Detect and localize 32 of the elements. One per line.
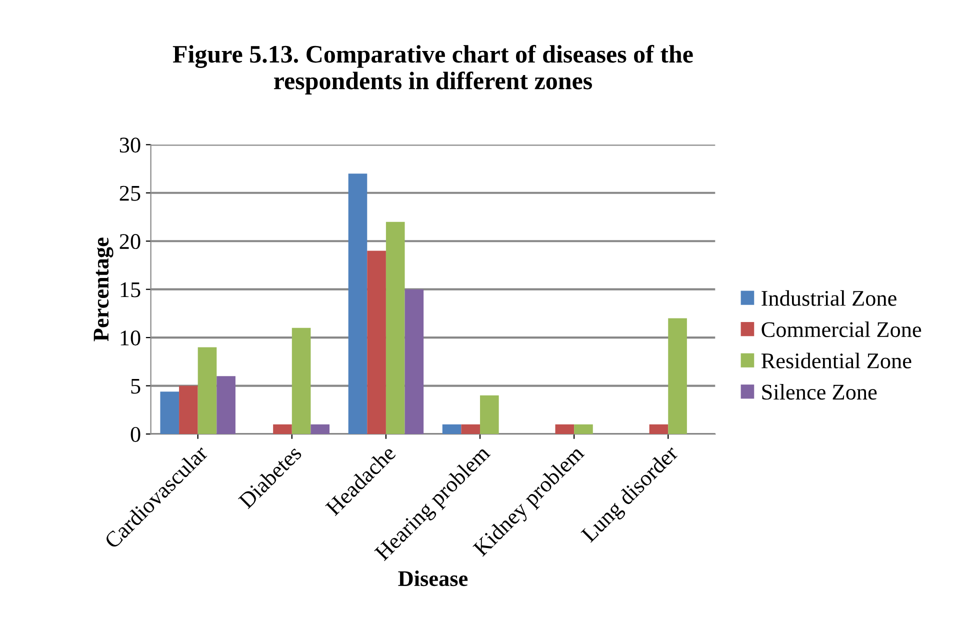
bar — [160, 392, 180, 434]
legend-label: Residential Zone — [761, 352, 912, 368]
chart-title: Figure 5.13. Comparative chart of diseases of the respondents in different zones — [172, 44, 693, 94]
legend-label: Industrial Zone — [762, 290, 896, 306]
bar — [273, 424, 292, 434]
y-tick-label: 30 — [120, 138, 140, 153]
y-tick-label: 20 — [120, 234, 140, 250]
bar — [386, 222, 405, 434]
y-tick-label: 15 — [120, 282, 140, 298]
legend-label: Commercial Zone — [762, 322, 922, 338]
legend-label: Silence Zone — [762, 384, 877, 400]
y-tick-label: 0 — [130, 426, 140, 442]
y-axis-title: Percentage — [94, 238, 114, 342]
bar — [480, 395, 499, 434]
bar — [310, 424, 330, 434]
bar — [668, 318, 687, 434]
x-axis-title: Disease — [398, 570, 468, 586]
bar — [461, 424, 480, 434]
bar — [649, 424, 668, 434]
bar — [216, 376, 236, 434]
bar — [404, 289, 424, 434]
bar — [442, 424, 462, 434]
y-tick-label: 10 — [120, 330, 140, 346]
bar — [179, 386, 198, 434]
bar — [367, 250, 386, 434]
bar — [198, 347, 217, 434]
y-tick-label: 25 — [120, 186, 140, 201]
bar — [574, 424, 593, 434]
bar — [555, 424, 574, 434]
bar — [292, 328, 311, 434]
bar — [348, 174, 368, 434]
y-tick-label: 5 — [131, 378, 140, 394]
